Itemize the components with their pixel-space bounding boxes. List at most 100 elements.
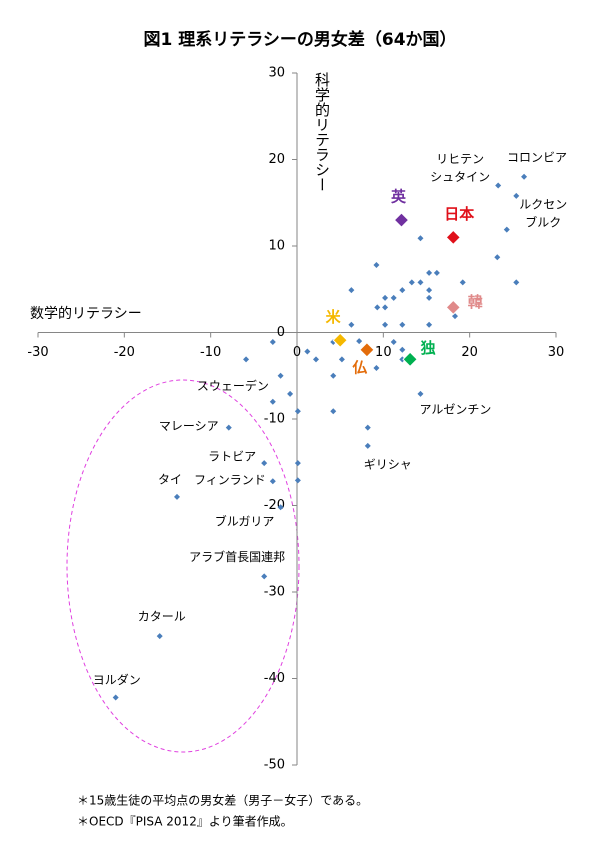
highlight-label: 英 (391, 188, 407, 206)
point (408, 279, 415, 286)
point (382, 304, 389, 311)
point (433, 269, 440, 276)
point (390, 339, 397, 346)
point-label: コロンビア (507, 150, 567, 164)
point (374, 304, 381, 311)
point (269, 398, 276, 405)
point (338, 356, 345, 363)
point (417, 235, 424, 242)
point-label: アルゼンチン (420, 402, 492, 416)
highlight-point (393, 212, 410, 228)
y-tick-label: -50 (264, 758, 285, 773)
point (521, 173, 528, 180)
point-label: シュタイン (430, 170, 490, 184)
point (513, 279, 520, 286)
y-tick-label: 0 (277, 325, 285, 340)
highlight-label: 独 (421, 339, 436, 357)
point (287, 390, 294, 397)
point (513, 192, 520, 199)
point (503, 226, 510, 233)
highlight-point (332, 332, 348, 348)
y-tick-label: 20 (268, 152, 285, 167)
point (399, 287, 406, 294)
point (304, 348, 311, 355)
point (494, 254, 501, 261)
chart-title: 図1 理系リテラシーの男女差（64か国） (143, 29, 456, 50)
point (399, 346, 406, 353)
point-label: スウェーデン (197, 378, 269, 393)
y-tick-label: -10 (264, 412, 285, 427)
point (373, 262, 380, 269)
point (269, 478, 276, 485)
note: ＊OECD『PISA 2012』より筆者作成。 (77, 815, 293, 829)
highlight-label: 米 (326, 308, 342, 326)
point-label: アラブ首長国連邦 (189, 549, 285, 564)
point (243, 356, 250, 363)
point (348, 287, 355, 294)
x-tick-label: 30 (548, 345, 565, 360)
point (399, 356, 406, 363)
point (294, 408, 301, 415)
point-label: リヒテン (436, 152, 484, 166)
x-tick-label: 0 (293, 345, 301, 360)
point (269, 339, 276, 346)
point-label: ギリシャ (364, 457, 412, 471)
x-tick-label: -20 (114, 345, 135, 360)
point (261, 460, 268, 467)
point (417, 279, 424, 286)
point-label: フィンランド (194, 473, 266, 487)
point (312, 356, 319, 363)
x-tick-label: -30 (27, 345, 48, 360)
point (364, 442, 371, 449)
point (330, 372, 337, 379)
y-tick-label: 10 (268, 239, 285, 254)
point-label: ラトビア (208, 450, 256, 464)
highlight-label: 日本 (444, 205, 474, 223)
highlight-point (445, 229, 461, 246)
point-label: マレーシア (159, 419, 219, 433)
point (277, 504, 284, 511)
point-label: ブルク (525, 214, 561, 229)
point (294, 460, 301, 467)
highlight-label: 韓 (468, 293, 483, 311)
point (225, 424, 232, 431)
point (330, 408, 337, 415)
y-tick-label: -30 (264, 585, 285, 600)
point (382, 321, 389, 328)
point-label: ルクセン (519, 197, 567, 211)
point (417, 390, 424, 397)
point (399, 321, 406, 328)
point (426, 294, 433, 301)
point (112, 694, 119, 701)
point (364, 424, 371, 431)
y-tick-label: -40 (264, 671, 285, 686)
point (382, 294, 389, 301)
point (459, 279, 466, 286)
highlight-ellipse (66, 379, 300, 753)
y-axis-label: 科学的リテラシー (313, 72, 331, 192)
point (261, 573, 268, 580)
y-tick-label: 30 (268, 66, 285, 81)
point (426, 269, 433, 276)
x-axis-label: 数学的リテラシー (30, 306, 142, 322)
x-tick-label: -10 (200, 345, 221, 360)
point (390, 294, 397, 301)
highlight-point (445, 299, 461, 316)
point (373, 364, 380, 371)
x-tick-label: 20 (461, 345, 478, 360)
x-tick-label: 10 (375, 345, 392, 360)
note: ＊15歳生徒の平均点の男女差（男子－女子）である。 (77, 793, 368, 808)
point (277, 372, 284, 379)
point (426, 321, 433, 328)
point (294, 477, 301, 484)
point (348, 321, 355, 328)
point (356, 338, 363, 345)
highlight-label: 仏 (352, 358, 367, 376)
point-label: ブルガリア (215, 514, 275, 529)
point-label: カタール (138, 610, 186, 624)
point-label: ヨルダン (93, 672, 141, 687)
highlight-point (402, 351, 418, 368)
point (426, 287, 433, 294)
point (156, 633, 163, 640)
